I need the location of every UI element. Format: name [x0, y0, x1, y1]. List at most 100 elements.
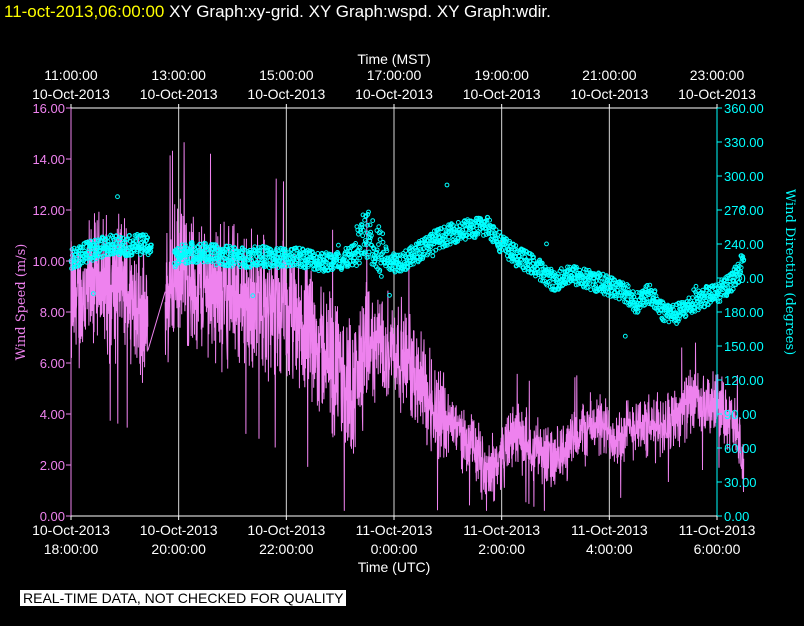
wdir-point: [357, 260, 362, 266]
wdir-point: [563, 281, 569, 287]
wdir-point: [544, 241, 549, 247]
wdir-point: [666, 319, 672, 325]
wdir-point: [505, 247, 511, 253]
wdir-point: [574, 264, 579, 270]
wdir-point: [608, 294, 614, 299]
wdir-point: [604, 273, 609, 279]
wdir-point: [113, 233, 119, 239]
wdir-point: [149, 242, 154, 248]
wdir-point: [176, 260, 182, 266]
wdir-point: [616, 296, 622, 302]
wdir-point: [411, 261, 416, 267]
wdir-point: [336, 242, 341, 248]
wdir-point: [724, 276, 730, 282]
left-axis-title: Wind Speed (m/s): [14, 244, 29, 361]
top-axis-title: Time (MST): [357, 51, 430, 67]
wdir-point: [425, 238, 431, 244]
wdir-point: [644, 283, 650, 288]
top-tick-date-0: 10-Oct-2013: [32, 86, 110, 102]
wdir-point: [359, 222, 365, 228]
wdir-point: [558, 266, 564, 272]
wind-speed-line: [70, 142, 745, 511]
wdir-point: [87, 255, 92, 261]
header-line: 11-oct-2013,06:00:00 XY Graph:xy-grid. X…: [4, 2, 551, 22]
wdir-point: [397, 257, 403, 262]
wdir-point: [250, 293, 256, 299]
top-tick-time-6: 23:00:00: [690, 67, 745, 83]
wdir-point: [374, 247, 380, 253]
wdir-point: [511, 242, 516, 248]
wdir-point: [525, 262, 531, 268]
right-tick-label-6: 180.00: [724, 305, 764, 320]
wdir-point: [327, 262, 332, 268]
wdir-point: [366, 209, 371, 215]
wdir-point: [360, 227, 366, 233]
wdir-point: [405, 265, 411, 271]
wdir-point: [115, 194, 120, 200]
left-tick-label-2: 4.00: [40, 407, 65, 422]
wdir-point: [92, 242, 97, 248]
top-tick-date-1: 10-Oct-2013: [140, 86, 218, 102]
wdir-point: [231, 261, 237, 267]
quality-notice: REAL-TIME DATA, NOT CHECKED FOR QUALITY: [20, 590, 347, 606]
right-tick-label-0: 0.00: [724, 509, 749, 524]
wdir-point: [606, 281, 612, 286]
wdir-point: [99, 234, 105, 240]
bottom-tick-time-2: 22:00:00: [259, 541, 314, 557]
wdir-point: [588, 287, 594, 293]
wdir-point: [664, 303, 670, 309]
wdir-point: [391, 260, 397, 265]
wdir-point: [539, 260, 545, 266]
wdir-point: [306, 264, 311, 269]
wind-direction-markers: [68, 182, 747, 339]
bottom-tick-time-0: 18:00:00: [44, 541, 99, 557]
wdir-point: [180, 258, 185, 264]
wdir-point: [741, 257, 747, 263]
wdir-point: [446, 234, 452, 240]
wdir-point: [420, 254, 426, 260]
left-tick-label-8: 16.00: [32, 101, 65, 116]
wdir-point: [428, 244, 433, 250]
top-tick-time-2: 15:00:00: [259, 67, 314, 83]
wdir-point: [282, 246, 288, 252]
wdir-point: [637, 305, 643, 311]
wdir-point: [740, 205, 746, 211]
right-tick-label-10: 300.00: [724, 169, 764, 184]
wdir-point: [96, 238, 102, 244]
wdir-point: [376, 242, 381, 247]
top-tick-time-0: 11:00:00: [44, 67, 98, 83]
wdir-point: [597, 272, 603, 277]
bottom-axis-title: Time (UTC): [358, 559, 431, 575]
wdir-point: [455, 236, 461, 241]
top-tick-date-3: 10-Oct-2013: [355, 86, 433, 102]
wdir-point: [260, 244, 266, 249]
wdir-point: [367, 238, 373, 243]
bottom-tick-date-1: 10-Oct-2013: [140, 522, 218, 538]
wdir-point: [475, 231, 481, 237]
wdir-point: [384, 248, 390, 254]
wdir-point: [484, 217, 490, 223]
left-tick-label-4: 8.00: [40, 305, 65, 320]
wdir-point: [176, 246, 182, 252]
wdir-point: [189, 240, 195, 245]
wdir-point: [395, 252, 401, 258]
wdir-point: [417, 257, 423, 262]
bottom-tick-time-1: 20:00:00: [151, 541, 206, 557]
wdir-point: [693, 283, 699, 289]
wdir-point: [227, 262, 233, 268]
wdir-point: [432, 238, 438, 244]
wdir-point: [190, 242, 195, 248]
header-graph-title-1: XY Graph:xy-grid.: [169, 2, 304, 21]
wdir-point: [525, 258, 530, 264]
bottom-tick-time-4: 2:00:00: [478, 541, 525, 557]
wdir-point: [122, 242, 127, 248]
wdir-point: [400, 253, 406, 259]
wdir-point: [435, 230, 441, 235]
header-timestamp: 11-oct-2013,06:00:00: [4, 2, 165, 21]
wdir-point: [148, 245, 154, 251]
bottom-tick-date-4: 11-Oct-2013: [463, 522, 540, 538]
wdir-point: [345, 263, 351, 269]
right-tick-label-2: 60.00: [724, 441, 757, 456]
top-tick-date-5: 10-Oct-2013: [570, 86, 648, 102]
